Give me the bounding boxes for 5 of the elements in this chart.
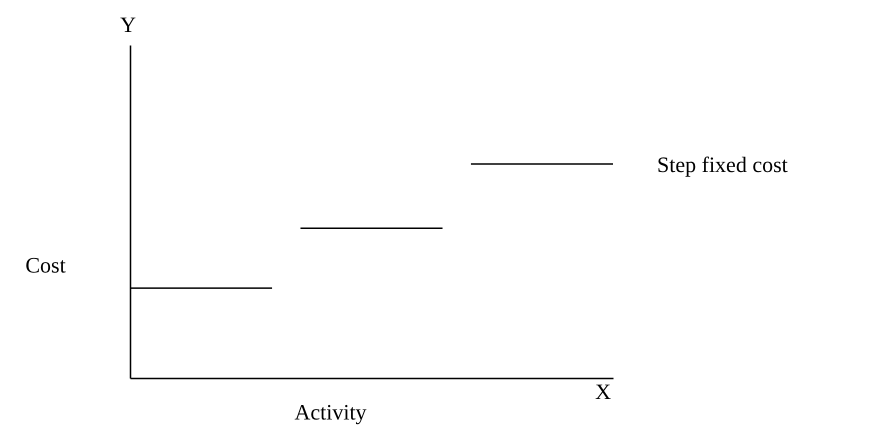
x-axis-title: Activity (294, 400, 367, 424)
y-axis-title: Cost (25, 252, 66, 278)
text: Step fixed cost (657, 152, 788, 177)
text: X (595, 379, 612, 404)
text: Y (120, 12, 136, 37)
